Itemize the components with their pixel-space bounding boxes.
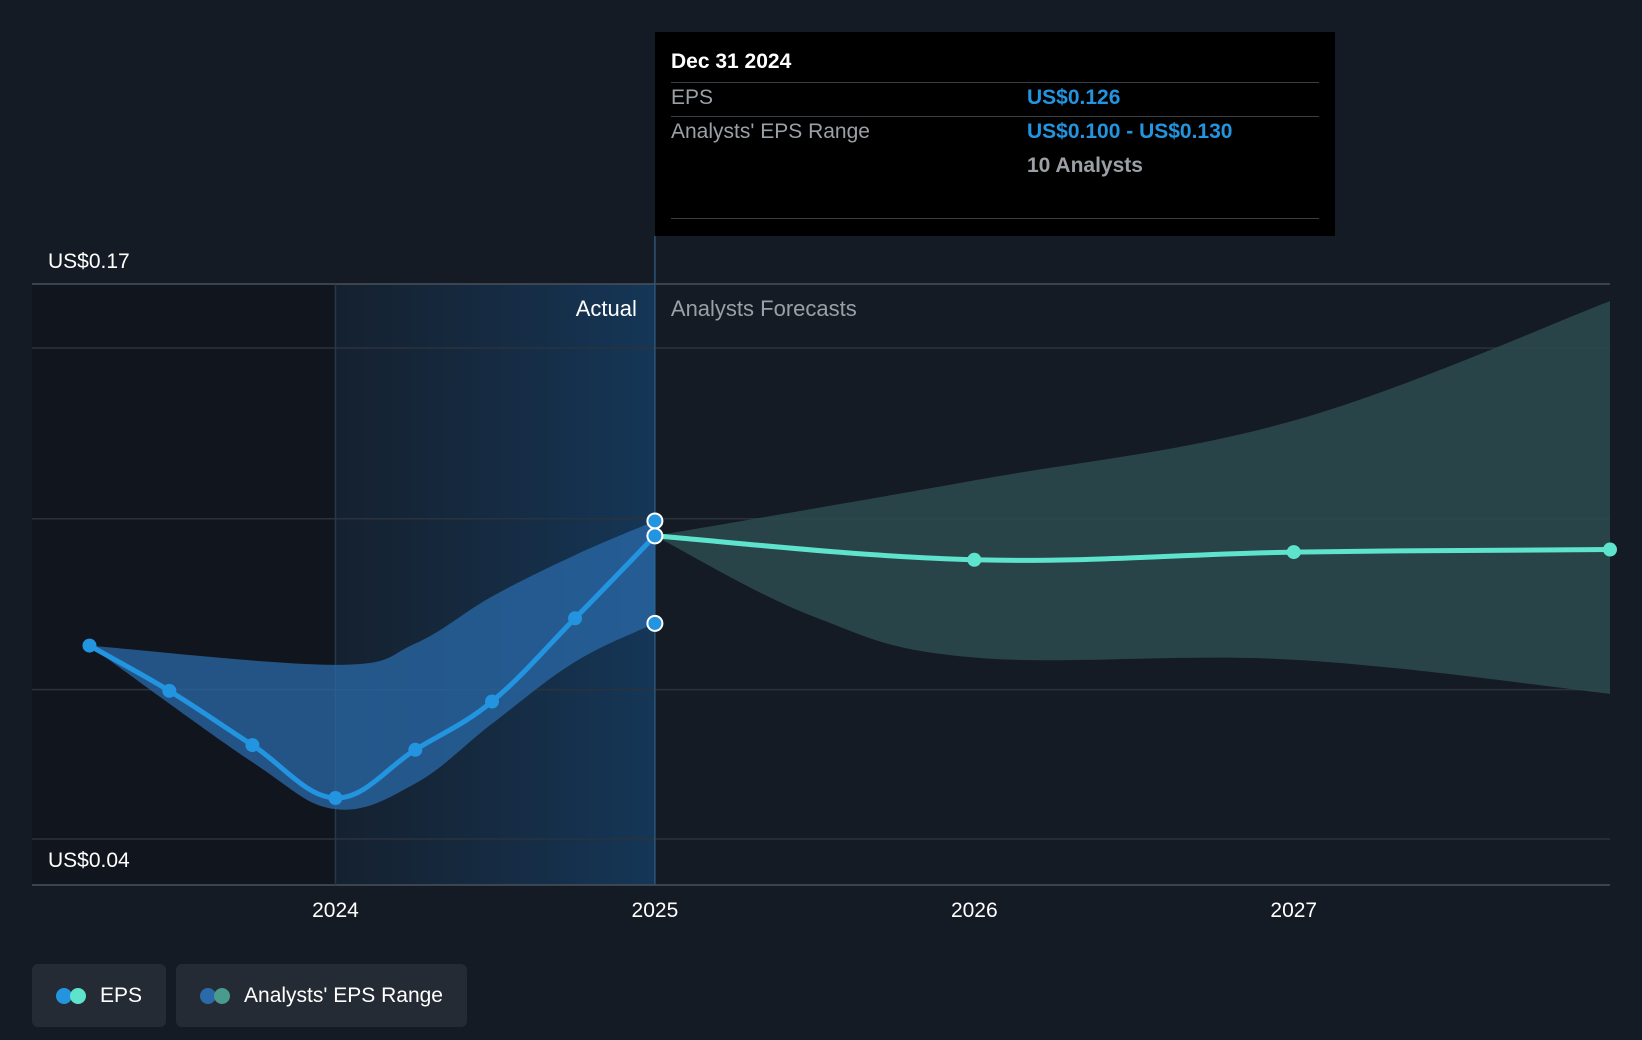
legend-range-icon [200, 987, 231, 1004]
legend: EPS Analysts' EPS Range [32, 964, 467, 1027]
x-tick-label: 2025 [632, 899, 679, 922]
tooltip-analysts: 10 Analysts [1027, 154, 1143, 177]
forecast-label: Analysts Forecasts [671, 296, 857, 321]
eps-line-forecast [652, 533, 1613, 563]
legend-dot [214, 987, 231, 1004]
legend-eps-icon [56, 987, 86, 1004]
eps-point [328, 791, 343, 806]
tooltip-divider [671, 116, 1319, 117]
actual-label: Actual [576, 296, 637, 321]
x-tick-label: 2024 [312, 899, 359, 922]
eps-point [245, 738, 260, 753]
tooltip-eps-label: EPS [671, 86, 714, 109]
eps-point [1286, 545, 1301, 560]
eps-point [1603, 542, 1617, 557]
highlight-marker [646, 614, 664, 632]
legend-label: Analysts' EPS Range [244, 983, 443, 1007]
tooltip-range-value: US$0.100 - US$0.130 [1027, 120, 1233, 143]
tooltip: Dec 31 2024 EPS US$0.126 Analysts' EPS R… [655, 32, 1335, 236]
legend-label: EPS [100, 983, 143, 1007]
eps-range-band-actual [89, 520, 655, 810]
eps-point [408, 742, 423, 757]
eps-point [967, 552, 982, 567]
eps-point [484, 694, 499, 709]
eps-point [568, 611, 583, 626]
y-axis-bottom-label: US$0.04 [48, 849, 130, 872]
legend-item-eps[interactable]: EPS [32, 964, 167, 1027]
tooltip-divider [671, 82, 1319, 83]
eps-point [162, 683, 177, 698]
x-tick-label: 2026 [951, 899, 998, 922]
tooltip-range-label: Analysts' EPS Range [671, 120, 870, 143]
tooltip-divider [671, 218, 1319, 219]
highlight-marker [646, 527, 664, 545]
x-tick-label: 2027 [1270, 899, 1317, 922]
legend-dot [56, 987, 72, 1004]
legend-dot [70, 987, 86, 1004]
tooltip-date: Dec 31 2024 [671, 50, 792, 73]
y-axis-top-label: US$0.17 [48, 250, 130, 273]
highlight-marker [646, 512, 664, 530]
legend-dot [200, 987, 217, 1004]
tooltip-eps-value: US$0.126 [1027, 86, 1121, 109]
eps-point [82, 638, 97, 653]
legend-item-eps-range[interactable]: Analysts' EPS Range [176, 964, 467, 1027]
eps-line-actual [86, 533, 658, 801]
eps-range-band-forecast [654, 301, 1610, 694]
